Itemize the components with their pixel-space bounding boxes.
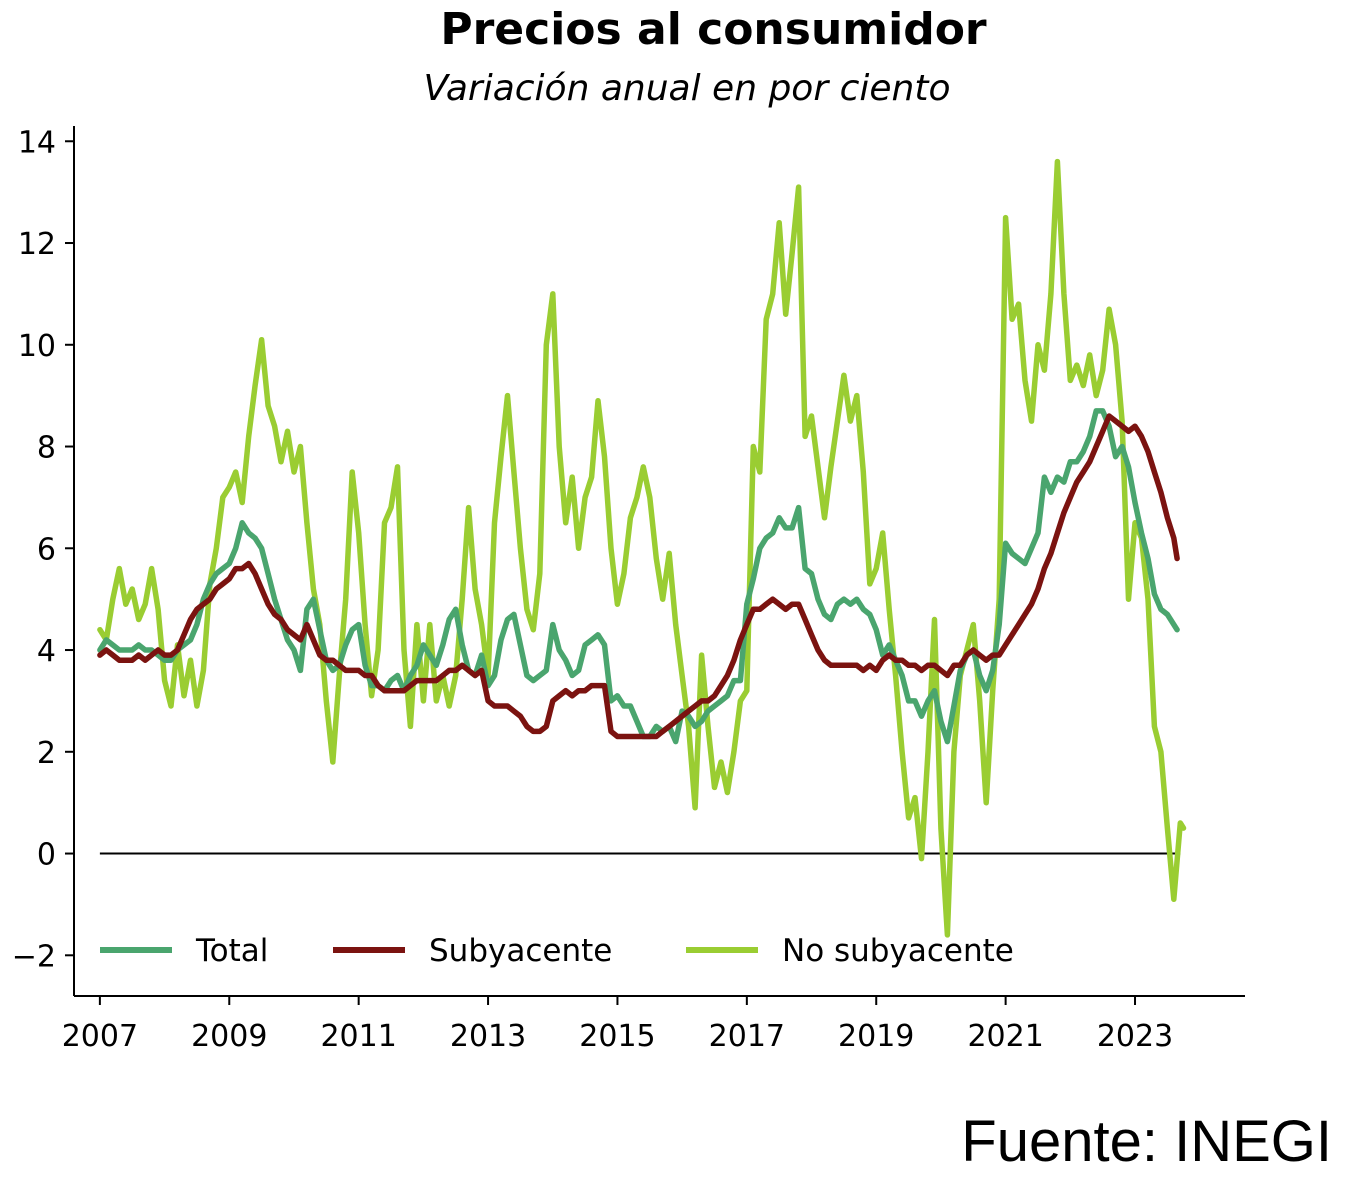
y-tick-label: 4: [37, 634, 56, 669]
axes: [73, 126, 1245, 997]
x-tick-label: 2009: [191, 1019, 267, 1054]
x-tick-label: 2017: [709, 1019, 785, 1054]
legend: Total Subyacente No subyacente: [100, 933, 1014, 969]
series-line-total: [97, 408, 1180, 745]
chart-subtitle: Variación anual en por ciento: [423, 68, 951, 109]
source-note: Fuente: INEGI: [961, 1109, 1332, 1174]
legend-label-no-subyacente: No subyacente: [782, 933, 1014, 969]
series-lines: [97, 158, 1187, 938]
x-tick-label: 2013: [450, 1019, 526, 1054]
y-tick-label: 8: [37, 431, 56, 466]
y-tick-label: −2: [12, 939, 56, 974]
x-tick-label: 2023: [1097, 1019, 1173, 1054]
legend-label-subyacente: Subyacente: [429, 933, 612, 969]
y-tick-label: 2: [37, 736, 56, 771]
y-ticks: −2 0 2 4 6 8 10 12 14: [12, 125, 74, 974]
series-line-subyacente: [97, 413, 1180, 740]
y-tick-label: 14: [18, 125, 56, 160]
x-tick-label: 2007: [62, 1019, 138, 1054]
legend-label-total: Total: [195, 933, 268, 969]
x-tick-label: 2011: [320, 1019, 396, 1054]
x-ticks: 2007 2009 2011 2013 2015 2017 2019 2021 2023: [62, 996, 1173, 1054]
y-tick-label: 10: [18, 329, 56, 364]
series-line-no-subyacente: [97, 158, 1187, 938]
y-tick-label: 12: [18, 227, 56, 262]
x-tick-label: 2021: [967, 1019, 1043, 1054]
y-tick-label: 0: [37, 838, 56, 873]
chart-title: Precios al consumidor: [440, 4, 987, 55]
x-tick-label: 2019: [838, 1019, 914, 1054]
y-tick-label: 6: [37, 532, 56, 567]
x-tick-label: 2015: [579, 1019, 655, 1054]
